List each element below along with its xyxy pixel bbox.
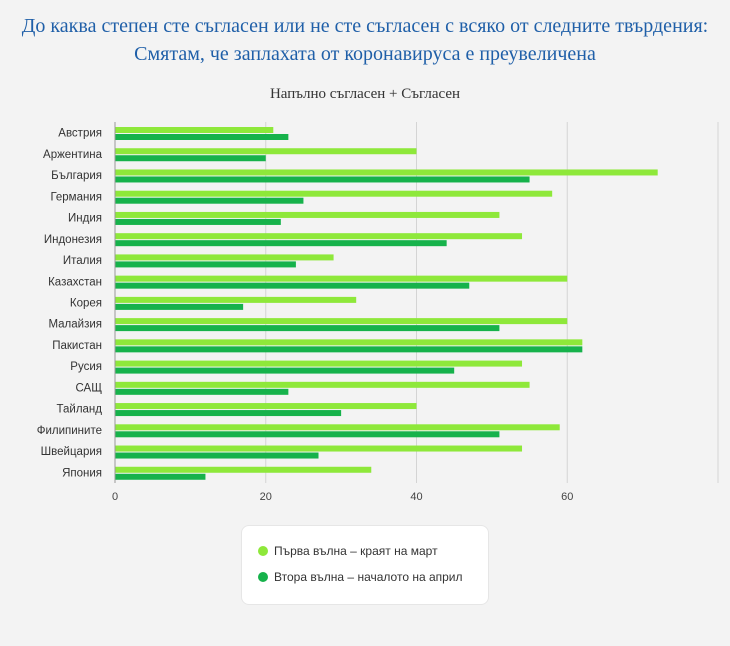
- bar-first-wave: [115, 211, 500, 218]
- bar-first-wave: [115, 466, 372, 473]
- bar-first-wave: [115, 169, 658, 176]
- bar-second-wave: [115, 431, 500, 438]
- category-label: Япония: [62, 467, 102, 479]
- bar-first-wave: [115, 381, 530, 388]
- bar-first-wave: [115, 148, 417, 155]
- chart-title: До каква степен сте съгласен или не сте …: [21, 15, 709, 65]
- category-label: Италия: [63, 255, 102, 267]
- bar-first-wave: [115, 318, 568, 325]
- bar-first-wave: [115, 127, 274, 133]
- bar-first-wave: [115, 233, 523, 240]
- bar-second-wave: [115, 134, 289, 140]
- bar-second-wave: [115, 388, 289, 395]
- bar-second-wave: [115, 176, 530, 183]
- x-tick-label: 60: [561, 491, 573, 503]
- bar-second-wave: [115, 346, 583, 353]
- category-label: Тайланд: [57, 404, 103, 416]
- legend: Първа вълна – краят на март Втора вълна …: [241, 525, 489, 605]
- bar-second-wave: [115, 473, 206, 480]
- bar-first-wave: [115, 190, 553, 197]
- bar-second-wave: [115, 452, 319, 459]
- legend-marker-first-wave: [258, 546, 268, 556]
- x-tick-label: 40: [410, 491, 422, 503]
- legend-item-first-wave[interactable]: Първа вълна – краят на март: [258, 544, 438, 558]
- bar-first-wave: [115, 339, 583, 346]
- x-tick-label: 20: [260, 491, 272, 503]
- legend-label-second-wave: Втора вълна – началото на април: [274, 570, 463, 584]
- category-label: Индонезия: [44, 234, 102, 246]
- category-label: Русия: [70, 361, 102, 373]
- bar-second-wave: [115, 155, 266, 162]
- bar-second-wave: [115, 197, 304, 204]
- bar-first-wave: [115, 424, 560, 431]
- bar-second-wave: [115, 410, 342, 417]
- category-label: Аржентина: [43, 149, 103, 161]
- category-label: Пакистан: [52, 340, 102, 352]
- bar-second-wave: [115, 325, 500, 332]
- category-label: Германия: [50, 191, 102, 203]
- bar-first-wave: [115, 254, 334, 261]
- bar-second-wave: [115, 367, 455, 374]
- bar-first-wave: [115, 275, 568, 282]
- category-label: Австрия: [58, 128, 102, 140]
- category-label: Индия: [68, 213, 102, 225]
- chart-subtitle: Напълно съгласен + Съгласен: [269, 86, 461, 102]
- bar-second-wave: [115, 261, 296, 268]
- bar-chart: 0 20 40 60 Австрия Аржентина България Германия И…: [37, 122, 719, 503]
- bar-first-wave: [115, 403, 417, 410]
- bar-second-wave: [115, 218, 281, 225]
- category-label: Филипините: [37, 425, 102, 437]
- bar-first-wave: [115, 296, 357, 303]
- category-label: САЩ: [75, 382, 102, 394]
- category-label: Корея: [70, 298, 102, 310]
- legend-item-second-wave[interactable]: Втора вълна – началото на април: [258, 570, 463, 584]
- bar-second-wave: [115, 240, 447, 247]
- category-label: Малайзия: [48, 319, 102, 331]
- bar-first-wave: [115, 360, 523, 367]
- bar-first-wave: [115, 445, 523, 452]
- x-tick-label: 0: [112, 491, 118, 503]
- legend-marker-second-wave: [258, 572, 268, 582]
- bar-second-wave: [115, 282, 470, 289]
- category-label: Швейцария: [41, 446, 102, 458]
- legend-label-first-wave: Първа вълна – краят на март: [274, 544, 438, 558]
- category-label: Казахстан: [48, 276, 102, 288]
- bar-second-wave: [115, 303, 244, 310]
- category-label: България: [51, 170, 102, 182]
